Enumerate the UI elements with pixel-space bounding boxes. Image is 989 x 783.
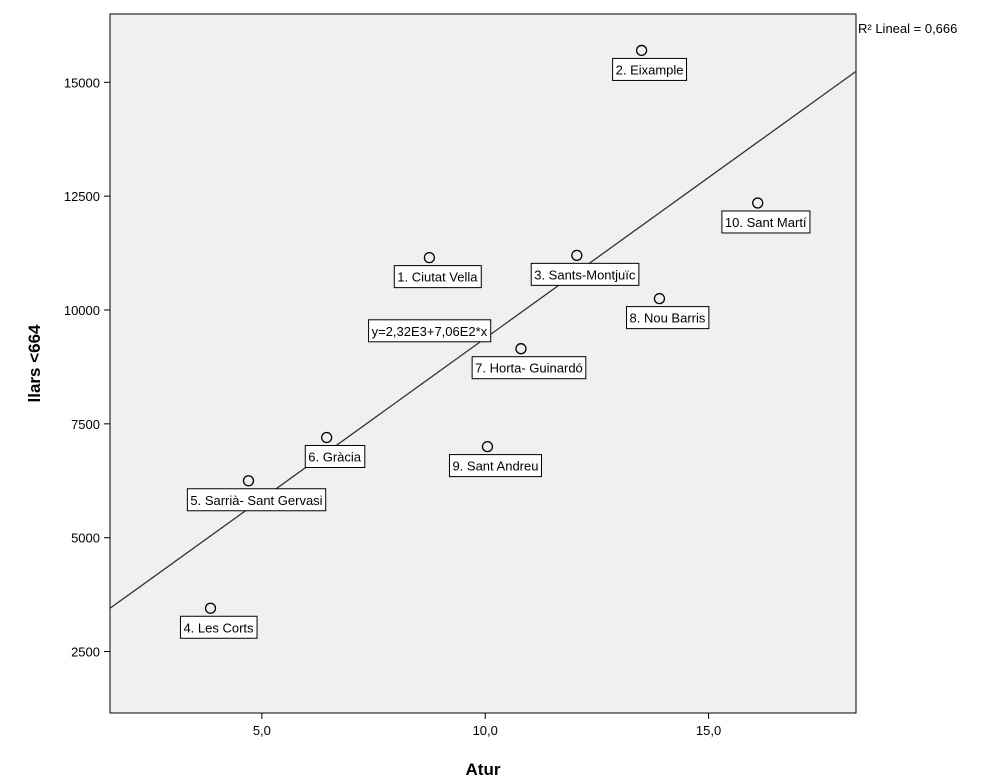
- point-label-text: 8. Nou Barris: [630, 311, 706, 326]
- point-label-box: [612, 57, 688, 81]
- point-label-text: 1. Ciutat Vella: [397, 270, 478, 285]
- point-label: 3. Sants-Montjuïc: [530, 262, 640, 286]
- data-point: [571, 249, 583, 261]
- point-label: 6. Gràcia: [304, 444, 366, 468]
- point-label-box: [721, 210, 811, 234]
- equation-label-text: y=2,32E3+7,06E2*x: [372, 324, 488, 339]
- y-tick-label: 15000: [64, 75, 100, 90]
- point-label-box: [179, 615, 258, 639]
- y-tick-label: 7500: [71, 417, 100, 432]
- point-label-text: 10. Sant Martí: [725, 215, 807, 230]
- x-tick-label: 10,0: [473, 723, 498, 738]
- point-label-box: [304, 444, 366, 468]
- data-point: [242, 475, 255, 487]
- point-label: 10. Sant Martí: [721, 210, 811, 234]
- data-point: [515, 343, 527, 355]
- data-point: [752, 197, 764, 209]
- data-point: [423, 251, 436, 264]
- point-label-box: [186, 488, 327, 512]
- point-label-text: 5. Sarrià- Sant Gervasi: [190, 493, 322, 508]
- r-squared-label: R² Lineal = 0,666: [858, 21, 957, 36]
- data-point: [481, 440, 494, 453]
- point-label: 7. Horta- Guinardó: [471, 356, 587, 380]
- data-point: [653, 292, 666, 305]
- point-label: 1. Ciutat Vella: [393, 265, 482, 289]
- y-tick-label: 12500: [64, 189, 100, 204]
- data-point: [635, 44, 648, 57]
- x-tick-label: 5,0: [253, 723, 271, 738]
- y-tick-label: 2500: [71, 645, 100, 660]
- point-label-box: [530, 262, 640, 286]
- point-label-box: [393, 265, 482, 289]
- point-label-text: 3. Sants-Montjuïc: [534, 267, 636, 282]
- point-label: 9. Sant Andreu: [448, 454, 542, 478]
- point-label-box: [626, 306, 710, 330]
- point-label: 5. Sarrià- Sant Gervasi: [186, 488, 327, 512]
- point-label-text: 9. Sant Andreu: [452, 459, 538, 474]
- point-label-text: 6. Gràcia: [308, 449, 362, 464]
- point-label-box: [471, 356, 587, 380]
- point-label: 8. Nou Barris: [626, 306, 710, 330]
- point-label-text: 4. Les Corts: [183, 620, 254, 635]
- x-axis-title: Atur: [466, 760, 501, 779]
- equation-label: y=2,32E3+7,06E2*x: [368, 319, 492, 343]
- data-point: [321, 431, 333, 444]
- data-point: [204, 602, 217, 614]
- point-label: 4. Les Corts: [179, 615, 258, 639]
- equation-label-box: [368, 319, 492, 343]
- point-label-box: [448, 454, 542, 478]
- point-label-text: 2. Eixample: [616, 62, 684, 77]
- y-tick-label: 10000: [64, 303, 100, 318]
- point-label: 2. Eixample: [612, 57, 688, 81]
- x-tick-label: 15,0: [696, 723, 721, 738]
- y-tick-label: 5000: [71, 531, 100, 546]
- point-label-text: 7. Horta- Guinardó: [475, 361, 583, 376]
- y-axis-title: llars <664: [25, 324, 44, 403]
